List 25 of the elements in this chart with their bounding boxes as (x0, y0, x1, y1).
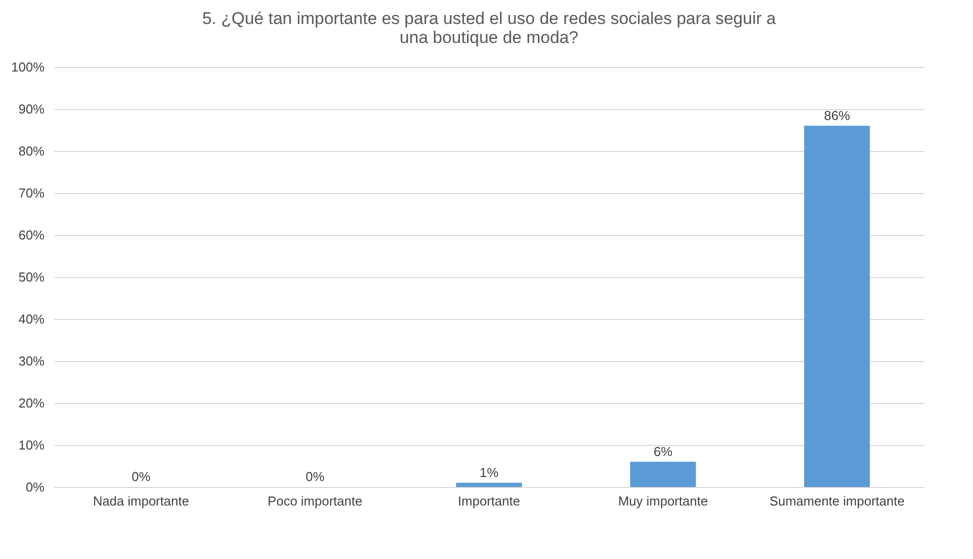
data-label: 0% (306, 469, 325, 484)
x-tick-label: Muy importante (618, 494, 708, 508)
y-tick-label: 0% (26, 480, 45, 494)
y-tick-label: 70% (18, 186, 45, 200)
y-tick-label: 30% (18, 354, 45, 368)
y-tick-label: 20% (18, 396, 45, 410)
x-tick-label: Poco importante (268, 494, 362, 508)
x-tick-label: Sumamente importante (769, 494, 905, 508)
bar (456, 482, 522, 487)
x-tick-label: Nada importante (92, 494, 190, 508)
y-tick-label: 10% (18, 438, 45, 452)
bar (630, 462, 696, 487)
y-tick-label: 90% (18, 102, 45, 116)
y-tick-label: 60% (18, 228, 45, 242)
data-label: 86% (824, 108, 850, 123)
data-label: 6% (654, 444, 673, 459)
bar (804, 126, 870, 487)
x-tick-label: Importante (458, 494, 520, 508)
y-tick-label: 80% (18, 144, 45, 158)
y-tick-label: 50% (18, 270, 45, 284)
data-label: 0% (132, 469, 151, 484)
y-tick-label: 40% (18, 312, 45, 326)
data-label: 1% (480, 464, 499, 480)
chart-title: 5. ¿Qué tan importante es para usted el uso de redes sociales para seguir a una boutique de moda? (202, 9, 776, 47)
y-tick-label: 100% (11, 60, 45, 74)
